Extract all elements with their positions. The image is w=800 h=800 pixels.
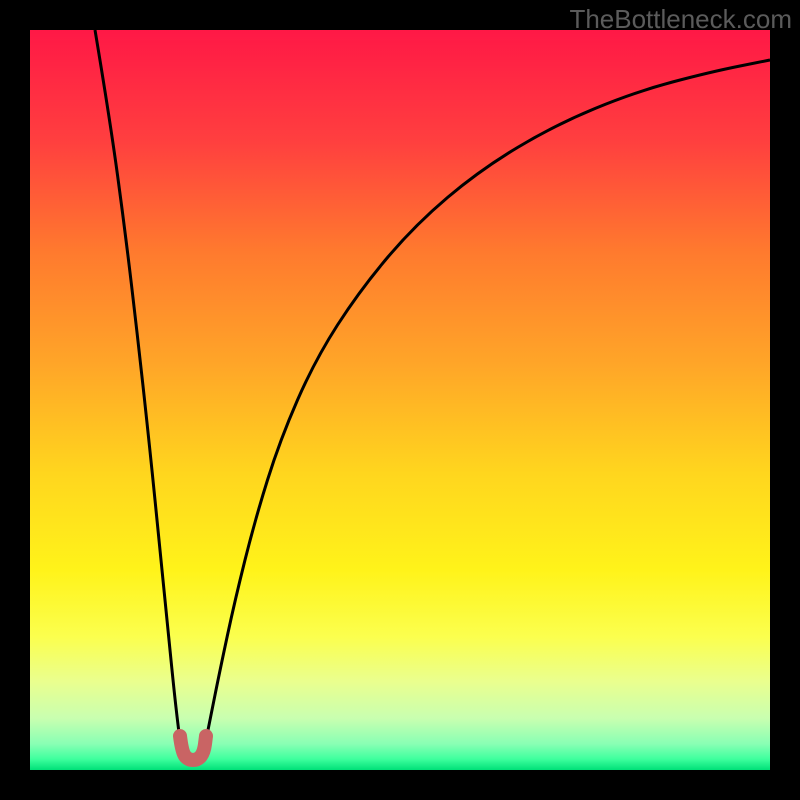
chart-svg [0, 0, 800, 800]
watermark-text: TheBottleneck.com [569, 4, 792, 35]
bottleneck-chart: TheBottleneck.com [0, 0, 800, 800]
plot-background-gradient [30, 30, 770, 770]
